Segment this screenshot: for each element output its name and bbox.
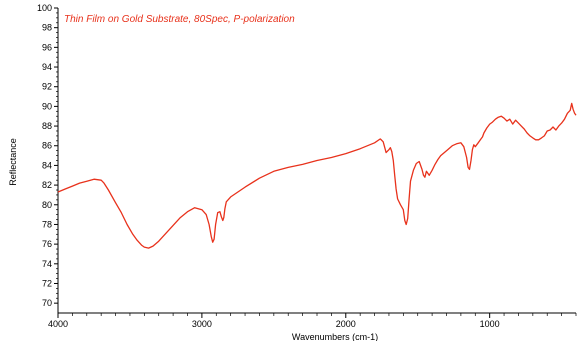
y-tick-label: 94 xyxy=(42,62,52,72)
reflectance-line xyxy=(57,102,577,249)
x-tick-label: 4000 xyxy=(48,319,68,329)
y-tick-label: 98 xyxy=(42,23,52,33)
x-tick-label: 2000 xyxy=(336,319,356,329)
chart-title: Thin Film on Gold Substrate, 80Spec, P-p… xyxy=(64,14,295,25)
y-tick-label: 92 xyxy=(42,82,52,92)
y-tick-label: 84 xyxy=(42,160,52,170)
y-tick-label: 72 xyxy=(42,278,52,288)
y-tick-label: 70 xyxy=(42,298,52,308)
y-axis: 70 72 74 76 78 80 82 84 86 88 90 92 94 96 98 100 xyxy=(37,3,59,313)
y-axis-title: Reflectance xyxy=(8,138,18,186)
x-tick-label: 3000 xyxy=(192,319,212,329)
x-tick-label: 1000 xyxy=(480,319,500,329)
y-tick-label: 78 xyxy=(42,219,52,229)
y-tick-label: 90 xyxy=(42,101,52,111)
y-tick-label: 82 xyxy=(42,180,52,190)
y-tick-label: 74 xyxy=(42,259,52,269)
y-tick-label: 100 xyxy=(37,3,52,13)
x-axis: 4000 3000 2000 1000 xyxy=(48,312,577,329)
y-tick-label: 80 xyxy=(42,200,52,210)
y-tick-label: 88 xyxy=(42,121,52,131)
x-axis-title: Wavenumbers (cm-1) xyxy=(292,332,378,341)
y-tick-label: 76 xyxy=(42,239,52,249)
y-tick-label: 86 xyxy=(42,141,52,151)
y-tick-label: 96 xyxy=(42,42,52,52)
